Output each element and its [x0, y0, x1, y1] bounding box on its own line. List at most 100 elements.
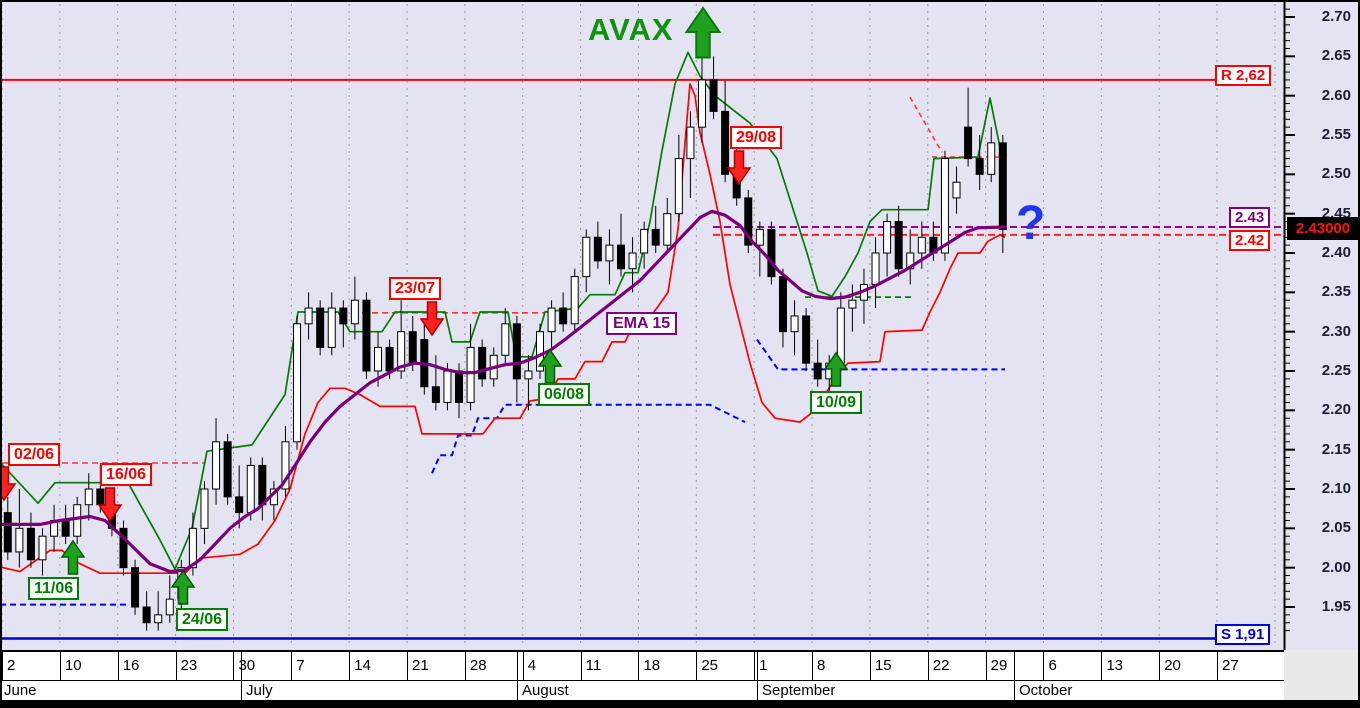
- candle: [964, 87, 973, 167]
- signal-label-06-08: 06/08: [538, 383, 591, 406]
- week-start-label: 25: [696, 652, 755, 681]
- candle: [697, 48, 706, 143]
- candle: [721, 79, 730, 183]
- candle: [686, 111, 695, 198]
- candle: [350, 276, 359, 340]
- candle: [119, 520, 128, 576]
- sell-arrow-icon: [0, 466, 17, 502]
- candle: [778, 268, 787, 348]
- candle: [26, 512, 35, 568]
- candle: [269, 481, 278, 521]
- date-axis[interactable]: 2 10 16 23 30 7 14 21 28 4 11 18 25 1 8 15 22 29 6 13 20 27 Ju…: [0, 650, 1284, 700]
- candle: [3, 496, 12, 560]
- week-start-label: 11: [580, 652, 639, 681]
- month-label: July: [241, 680, 517, 700]
- candle: [593, 221, 602, 269]
- price-axis-label: 2.35: [1321, 283, 1351, 301]
- month-separator: [1014, 652, 1015, 681]
- week-start-label: 16: [117, 652, 176, 681]
- candle: [165, 575, 174, 623]
- candle: [894, 205, 903, 277]
- week-start-label: 18: [638, 652, 697, 681]
- month-label: August: [517, 680, 757, 700]
- month-label: October: [1014, 680, 1284, 700]
- candle: [84, 473, 93, 521]
- week-start-label: 20: [1159, 652, 1218, 681]
- candle: [235, 465, 244, 529]
- week-start-label: 15: [869, 652, 928, 681]
- dashed-level-stop-blue-2: [431, 403, 746, 474]
- current-price-label-red: 2.42: [1229, 230, 1271, 251]
- week-start-label: 28: [464, 652, 523, 681]
- price-axis[interactable]: [1283, 0, 1360, 650]
- week-start-label: 21: [407, 652, 465, 681]
- upper-band-line: [0, 51, 1001, 571]
- dashed-level-res-red-sep-diag: [909, 96, 943, 153]
- candle: [154, 591, 163, 631]
- candle: [940, 150, 949, 261]
- candle: [616, 213, 625, 277]
- price-axis-label: 2.55: [1321, 126, 1351, 143]
- frame-top: [0, 0, 1360, 2]
- title-up-arrow-icon: [684, 6, 722, 59]
- price-axis-label: 2.50: [1321, 165, 1351, 183]
- price-axis-label: 2.00: [1321, 558, 1351, 576]
- candle: [709, 56, 718, 120]
- signal-label-10-09: 10/09: [810, 391, 863, 414]
- week-start-label: 23: [175, 652, 234, 681]
- candle: [466, 323, 475, 411]
- candle: [362, 292, 371, 379]
- price-axis-label: 2.70: [1321, 8, 1351, 25]
- current-price-label-purple: 2.43: [1229, 207, 1271, 228]
- candle: [223, 433, 232, 505]
- week-start-label: 13: [1101, 652, 1160, 681]
- candle: [987, 127, 996, 183]
- buy-arrow-icon: [823, 351, 849, 387]
- month-separator: [757, 652, 758, 681]
- price-axis-label: 2.65: [1321, 47, 1351, 65]
- ema-15-label: EMA 15: [606, 312, 678, 335]
- price-chart-plot[interactable]: AVAX ? EMA 15 02/06 16/06 11/06 24/06 23…: [0, 0, 1283, 650]
- buy-arrow-icon: [537, 348, 563, 384]
- sell-arrow-icon: [97, 487, 123, 523]
- candle: [316, 300, 325, 356]
- price-axis-label: 2.60: [1321, 86, 1351, 104]
- candle: [293, 315, 302, 450]
- sell-arrow-icon: [726, 150, 752, 186]
- month-label: June: [0, 680, 241, 700]
- candle: [640, 221, 649, 269]
- candle: [605, 229, 614, 285]
- candle: [559, 292, 568, 332]
- candle: [258, 457, 267, 521]
- price-axis-label: 2.25: [1321, 362, 1351, 379]
- candle: [536, 323, 545, 379]
- candle: [744, 190, 753, 254]
- week-start-label: 7: [291, 652, 350, 681]
- week-start-label: 2: [2, 652, 60, 681]
- week-start-label: 27: [1217, 652, 1275, 681]
- candle: [859, 268, 868, 324]
- candle: [952, 166, 961, 214]
- signal-label-02-06: 02/06: [8, 443, 61, 466]
- price-axis-label: 2.05: [1321, 519, 1351, 537]
- week-start-label: 6: [1043, 652, 1102, 681]
- candle: [790, 300, 799, 356]
- buy-arrow-icon: [170, 569, 196, 605]
- candle: [767, 221, 776, 285]
- candle: [327, 292, 336, 356]
- support-level-label: S 1,91: [1215, 624, 1271, 645]
- candle: [15, 489, 24, 568]
- candle: [478, 339, 487, 387]
- price-axis-label: 2.15: [1321, 440, 1351, 458]
- price-axis-label: 2.10: [1321, 480, 1351, 497]
- candle: [200, 481, 209, 545]
- frame-left: [0, 0, 2, 708]
- week-start-label: 1: [754, 652, 813, 681]
- ema-15-line: [0, 209, 1007, 574]
- week-start-label: 10: [59, 652, 118, 681]
- candle: [674, 135, 683, 222]
- candle: [212, 418, 221, 505]
- candle: [420, 323, 429, 395]
- candle: [651, 205, 660, 254]
- month-label: September: [757, 680, 1014, 700]
